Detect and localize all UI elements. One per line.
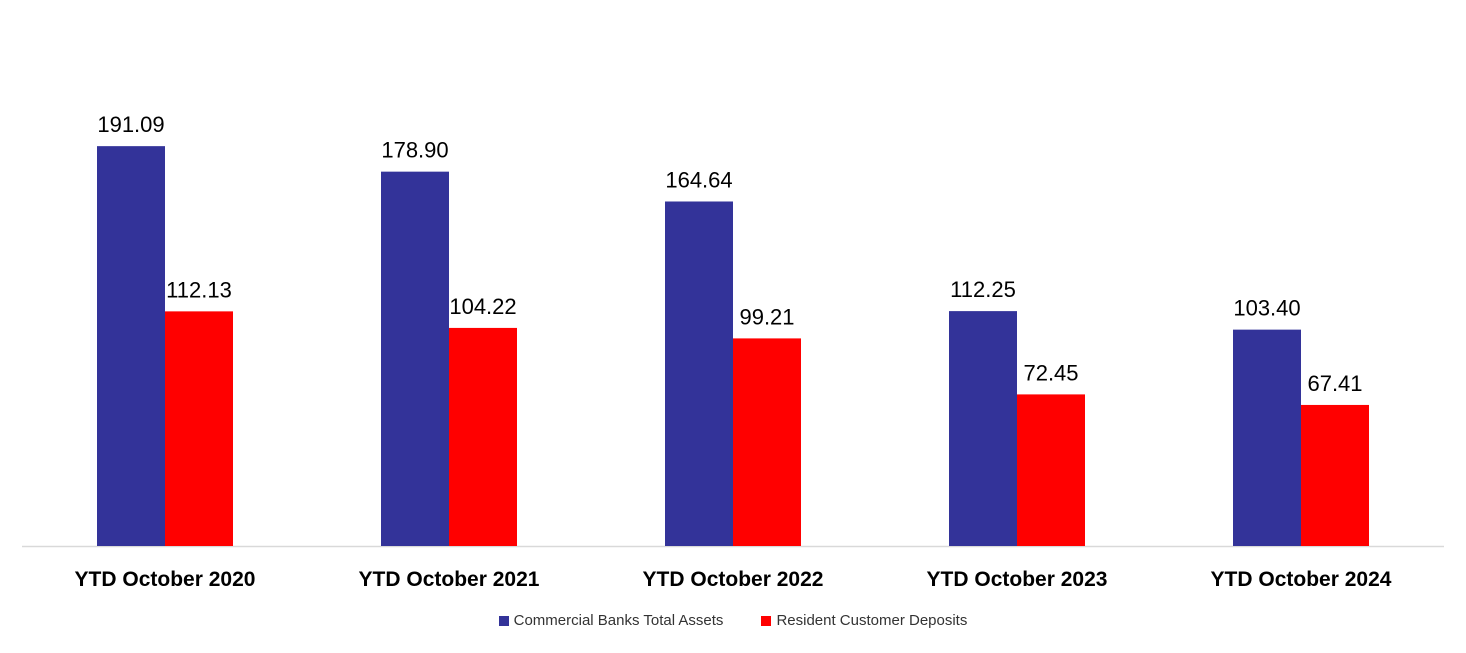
x-tick-label-3: YTD October 2022 <box>643 568 824 591</box>
bar-total-assets-2 <box>381 171 449 547</box>
data-label-customer-deposits-1: 112.13 <box>166 277 232 302</box>
bar-customer-deposits-2 <box>449 327 517 546</box>
legend-swatch-customer-deposits <box>761 615 772 626</box>
data-label-total-assets-5: 103.40 <box>1233 296 1300 321</box>
data-label-total-assets-3: 164.64 <box>665 167 732 192</box>
data-label-total-assets-2: 178.90 <box>381 138 448 163</box>
data-label-customer-deposits-3: 99.21 <box>739 304 794 329</box>
x-tick-label-5: YTD October 2024 <box>1211 568 1392 591</box>
bar-total-assets-5 <box>1233 329 1301 546</box>
legend-label-total-assets: Commercial Banks Total Assets <box>513 612 724 629</box>
x-tick-label-2: YTD October 2021 <box>359 568 540 591</box>
data-label-customer-deposits-2: 104.22 <box>449 294 516 319</box>
bar-total-assets-3 <box>665 201 733 547</box>
bar-customer-deposits-4 <box>1017 394 1085 546</box>
bar-total-assets-1 <box>97 146 165 547</box>
x-tick-label-4: YTD October 2023 <box>927 568 1108 591</box>
bar-chart: 191.09 112.13 YTD October 2020 178.90 104.22… <box>22 112 1444 591</box>
bar-total-assets-4 <box>949 311 1017 546</box>
data-label-total-assets-1: 191.09 <box>97 112 164 137</box>
bar-customer-deposits-1 <box>165 311 233 546</box>
data-label-total-assets-4: 112.25 <box>950 277 1016 302</box>
legend-swatch-total-assets <box>498 615 509 626</box>
x-tick-label-1: YTD October 2020 <box>75 568 256 591</box>
bar-customer-deposits-5 <box>1301 404 1369 546</box>
data-label-customer-deposits-5: 67.41 <box>1307 371 1362 396</box>
legend-item-customer-deposits: Resident Customer Deposits <box>761 612 967 629</box>
legend: Commercial Banks Total Assets Resident C… <box>0 612 1466 629</box>
bar-customer-deposits-3 <box>733 338 801 546</box>
data-label-customer-deposits-4: 72.45 <box>1023 360 1078 385</box>
legend-item-total-assets: Commercial Banks Total Assets <box>498 612 724 629</box>
legend-label-customer-deposits: Resident Customer Deposits <box>776 612 968 629</box>
